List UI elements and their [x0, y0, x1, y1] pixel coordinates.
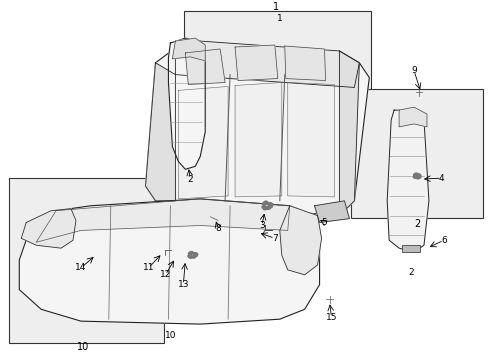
Text: 6: 6 [440, 236, 446, 245]
Polygon shape [235, 82, 281, 197]
Circle shape [415, 176, 419, 179]
Circle shape [189, 252, 193, 254]
Text: 2: 2 [407, 268, 413, 277]
Polygon shape [235, 45, 277, 81]
Text: 1: 1 [276, 14, 282, 23]
Text: 11: 11 [142, 264, 154, 273]
Bar [351, 89, 482, 219]
Text: 3: 3 [259, 221, 264, 230]
Polygon shape [314, 201, 349, 222]
Text: 15: 15 [325, 313, 337, 322]
Circle shape [267, 203, 271, 206]
Polygon shape [339, 51, 359, 216]
Circle shape [194, 253, 197, 256]
Text: 10: 10 [77, 342, 89, 352]
Text: 12: 12 [160, 270, 171, 279]
Circle shape [264, 201, 267, 204]
Text: 14: 14 [75, 264, 86, 273]
Circle shape [269, 203, 273, 206]
Polygon shape [21, 209, 76, 248]
Circle shape [262, 206, 265, 208]
Polygon shape [185, 49, 224, 85]
Circle shape [193, 254, 197, 257]
Text: 13: 13 [177, 280, 189, 289]
Circle shape [263, 207, 266, 210]
Circle shape [188, 252, 191, 255]
Polygon shape [284, 46, 325, 81]
Polygon shape [168, 38, 205, 169]
Circle shape [268, 205, 272, 208]
Circle shape [188, 256, 192, 258]
Text: 5: 5 [321, 218, 327, 227]
Polygon shape [36, 199, 289, 242]
Polygon shape [279, 206, 321, 275]
Bar [183, 11, 370, 169]
Circle shape [266, 207, 270, 209]
Circle shape [193, 253, 196, 255]
Polygon shape [172, 38, 205, 61]
Circle shape [187, 255, 191, 257]
Circle shape [416, 175, 420, 178]
Text: 2: 2 [187, 175, 193, 184]
Bar [402, 245, 419, 252]
Text: 4: 4 [438, 174, 444, 183]
Bar [9, 177, 164, 343]
Polygon shape [19, 199, 319, 324]
Circle shape [412, 175, 416, 178]
Text: 9: 9 [410, 66, 416, 75]
Text: 2: 2 [413, 219, 419, 229]
Circle shape [192, 256, 195, 258]
Polygon shape [145, 63, 175, 201]
Text: 1: 1 [272, 2, 279, 12]
Circle shape [413, 174, 417, 176]
Polygon shape [178, 86, 227, 199]
Circle shape [262, 202, 266, 205]
Text: 8: 8 [215, 224, 221, 233]
Circle shape [414, 173, 418, 176]
Polygon shape [175, 41, 359, 87]
Polygon shape [145, 48, 368, 216]
Circle shape [416, 174, 420, 177]
Polygon shape [398, 107, 426, 127]
Text: 7: 7 [271, 234, 277, 243]
Text: 10: 10 [164, 332, 176, 341]
Polygon shape [386, 110, 428, 252]
Polygon shape [287, 82, 334, 197]
